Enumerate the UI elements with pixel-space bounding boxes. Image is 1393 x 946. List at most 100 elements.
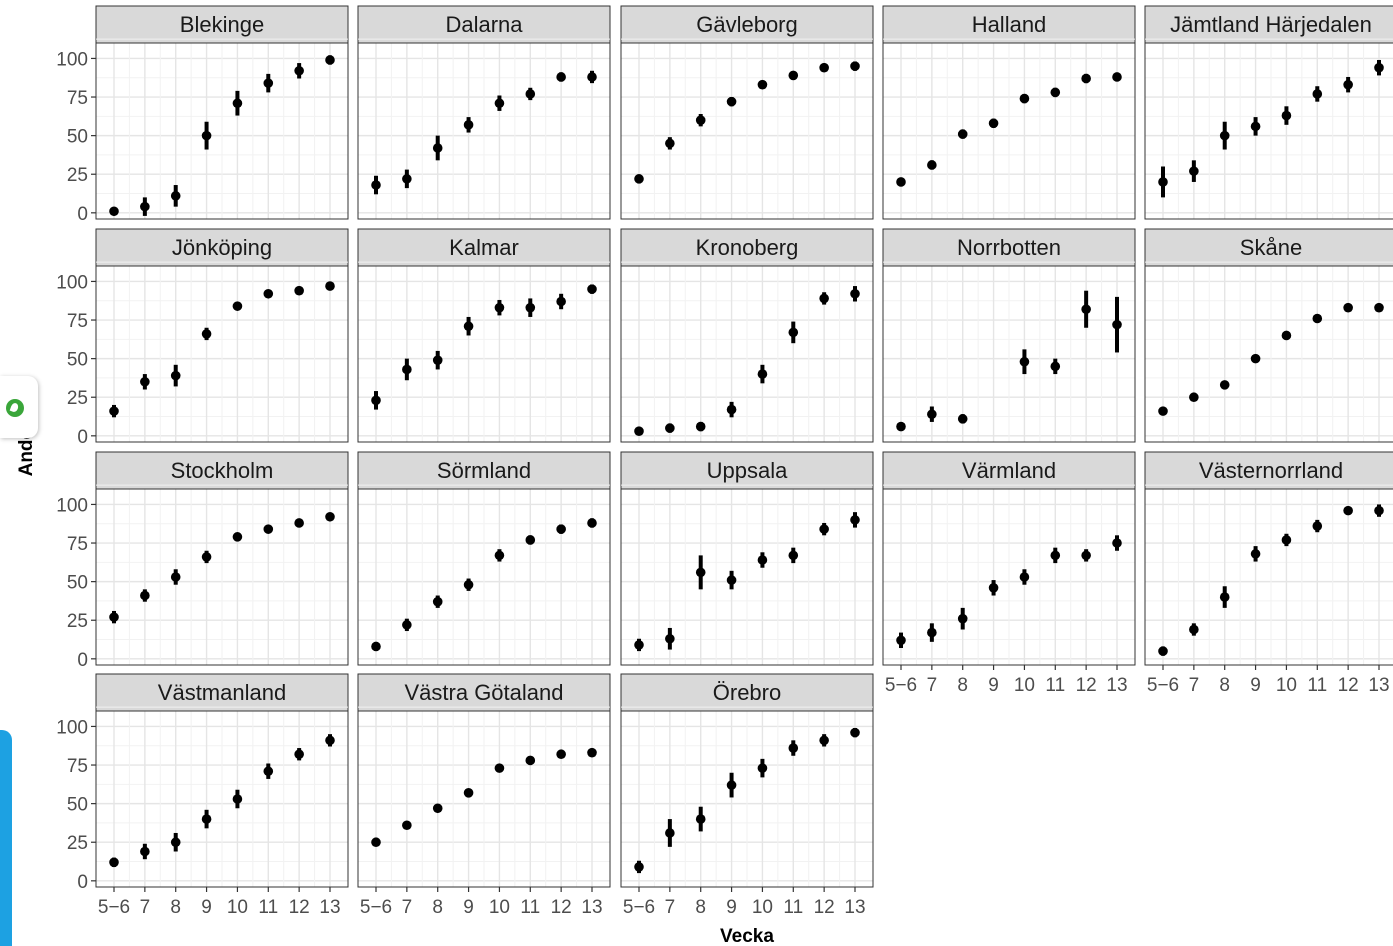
data-point	[587, 747, 597, 758]
data-point	[1112, 538, 1122, 548]
data-point	[1312, 521, 1323, 531]
panel-11: Sörmland	[357, 451, 611, 666]
panel-strip	[1144, 451, 1393, 490]
x-tick-label: 12	[551, 897, 572, 918]
y-tick-label: 50	[67, 127, 88, 148]
data-point	[1050, 361, 1061, 372]
x-tick-label: 12	[814, 897, 835, 918]
side-widget[interactable]	[0, 376, 38, 438]
y-tick-label: 100	[56, 717, 88, 738]
data-point	[109, 612, 119, 622]
panel-border	[620, 265, 874, 443]
data-point	[494, 302, 505, 313]
x-axis-title: Vecka	[720, 926, 774, 946]
panel-border	[95, 265, 349, 443]
x-tick-label: 10	[1276, 675, 1297, 696]
y-tick-label: 50	[67, 350, 88, 371]
data-point	[1219, 130, 1230, 141]
panel-4: Jämtland Härjedalen	[1144, 5, 1393, 220]
data-point	[525, 535, 536, 545]
y-tick-label: 0	[77, 427, 88, 448]
data-point	[957, 129, 968, 139]
data-point	[1112, 72, 1122, 82]
panel-14: Västernorrland	[1144, 451, 1393, 666]
data-point	[1189, 392, 1199, 403]
x-tick-label: 8	[432, 897, 443, 918]
panel-strip	[1144, 5, 1393, 44]
data-point	[1281, 330, 1292, 341]
data-point	[109, 206, 119, 217]
data-point	[665, 828, 675, 838]
data-point	[788, 743, 799, 753]
panel-strip	[882, 228, 1136, 267]
data-point	[1250, 353, 1261, 364]
data-point	[788, 327, 799, 338]
panel-1: Dalarna	[357, 5, 611, 220]
panel-strip	[95, 451, 349, 490]
data-point	[988, 118, 999, 129]
data-point	[1343, 302, 1353, 313]
data-point	[294, 518, 304, 528]
data-point	[850, 61, 860, 71]
x-tick-label: 10	[752, 897, 773, 918]
data-point	[432, 803, 443, 814]
data-point	[140, 201, 150, 212]
panel-17: Örebro	[620, 673, 874, 888]
data-point	[850, 288, 860, 299]
panel-9: Skåne	[1144, 228, 1393, 443]
data-point	[957, 613, 968, 624]
panel-border	[357, 710, 611, 888]
side-bar[interactable]	[0, 730, 12, 946]
x-tick-label: 8	[170, 897, 181, 918]
data-point	[819, 62, 829, 73]
panel-background	[1145, 489, 1393, 665]
x-tick-label: 10	[227, 897, 248, 918]
data-point	[325, 281, 335, 291]
data-point	[757, 763, 768, 773]
data-point	[1374, 302, 1384, 313]
data-point	[140, 846, 150, 857]
panel-2: Gävleborg	[620, 5, 874, 220]
data-point	[1312, 89, 1323, 99]
x-tick-label: 8	[957, 675, 968, 696]
data-point	[109, 406, 119, 416]
panel-border	[882, 265, 1136, 443]
data-point	[634, 862, 644, 872]
x-tick-label: 13	[581, 897, 602, 918]
data-point	[1112, 319, 1122, 330]
data-point	[1312, 313, 1323, 324]
data-point	[587, 518, 597, 528]
data-point	[695, 115, 706, 125]
y-tick-label: 100	[56, 49, 88, 70]
data-point	[850, 515, 860, 525]
data-point	[325, 55, 335, 65]
data-point	[556, 296, 566, 307]
data-point	[525, 89, 536, 99]
y-tick-label: 25	[67, 165, 88, 186]
data-point	[325, 735, 335, 746]
y-tick-label: 50	[67, 573, 88, 594]
panel-title: Uppsala	[707, 458, 788, 483]
data-point	[726, 404, 737, 415]
data-point	[402, 620, 412, 630]
panel-title: Dalarna	[445, 12, 523, 37]
data-point	[634, 640, 644, 650]
panel-title: Kronoberg	[696, 235, 799, 260]
data-point	[695, 421, 706, 432]
data-point	[1281, 110, 1292, 121]
panel-title: Stockholm	[171, 458, 274, 483]
panel-border	[95, 488, 349, 666]
data-point	[402, 174, 412, 184]
data-point	[896, 177, 906, 187]
y-tick-label: 75	[67, 88, 88, 109]
x-tick-label: 8	[695, 897, 706, 918]
data-point	[556, 524, 566, 534]
data-point	[896, 635, 906, 646]
data-point	[201, 329, 212, 339]
data-point	[1158, 646, 1168, 656]
data-point	[757, 555, 768, 565]
data-point	[432, 143, 443, 153]
data-point	[1019, 93, 1030, 104]
data-point	[1343, 505, 1353, 516]
